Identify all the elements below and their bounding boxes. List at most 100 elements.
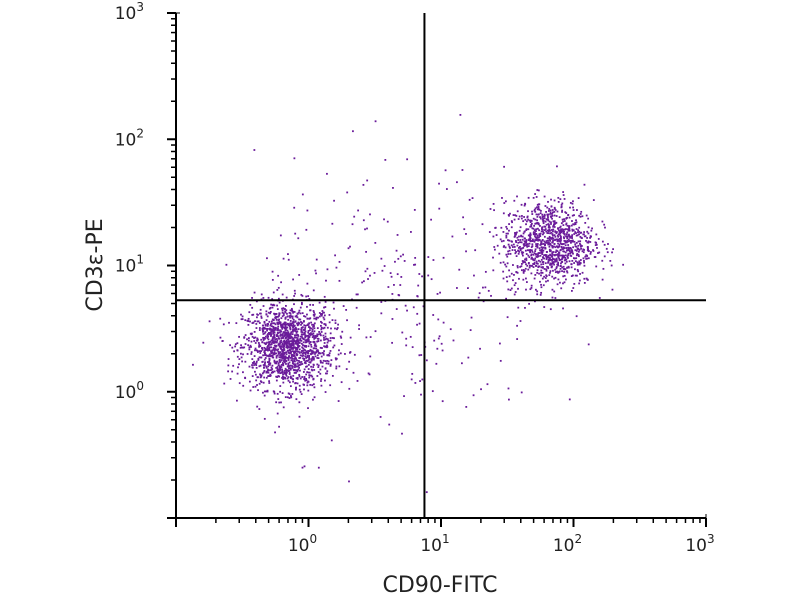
event-point (281, 356, 284, 358)
event-point (552, 239, 554, 242)
event-point (302, 341, 305, 344)
event-point (397, 257, 400, 260)
event-point (542, 263, 545, 266)
event-point (295, 377, 298, 380)
event-point (574, 231, 577, 233)
event-point (291, 346, 294, 349)
event-point (293, 311, 296, 313)
event-point (192, 363, 194, 366)
event-point (523, 237, 526, 240)
event-point (427, 274, 430, 277)
event-point (306, 313, 308, 316)
event-point (265, 371, 268, 374)
event-point (208, 320, 211, 323)
event-point (323, 338, 325, 341)
event-point (526, 249, 529, 252)
event-point (512, 243, 515, 246)
event-point (500, 226, 503, 229)
event-point (285, 369, 287, 371)
event-point (221, 340, 224, 342)
event-point (547, 279, 549, 282)
event-point (327, 339, 330, 342)
event-point (265, 313, 268, 316)
event-point (282, 307, 285, 310)
event-point (465, 233, 467, 235)
event-point (601, 240, 604, 243)
event-point (551, 257, 554, 260)
event-point (300, 330, 303, 333)
event-point (295, 336, 298, 339)
event-point (292, 374, 295, 377)
event-point (276, 360, 279, 363)
event-point (524, 306, 526, 309)
event-point (580, 236, 583, 239)
event-point (576, 234, 579, 237)
event-point (575, 241, 578, 244)
event-point (290, 307, 293, 310)
event-point (317, 466, 320, 469)
event-point (240, 313, 242, 316)
event-point (513, 199, 516, 202)
event-point (546, 237, 549, 240)
event-point (262, 333, 265, 335)
event-point (260, 381, 263, 384)
event-point (291, 333, 294, 335)
event-point (399, 284, 402, 286)
event-point (274, 431, 276, 434)
event-point (342, 305, 345, 307)
event-point (314, 355, 317, 358)
event-point (282, 331, 285, 334)
event-point (326, 338, 329, 341)
event-point (559, 226, 561, 229)
event-point (537, 207, 540, 210)
event-point (534, 218, 537, 221)
event-point (260, 350, 262, 353)
event-point (275, 341, 277, 344)
event-point (287, 349, 290, 352)
event-point (550, 263, 553, 265)
event-point (297, 350, 300, 353)
event-point (400, 276, 403, 278)
event-point (248, 348, 251, 351)
event-point (270, 371, 273, 374)
event-point (268, 362, 271, 365)
event-point (607, 243, 609, 245)
event-point (587, 247, 589, 250)
event-point (297, 237, 300, 240)
event-point (519, 249, 522, 252)
event-point (287, 359, 290, 361)
event-point (286, 371, 288, 374)
event-point (549, 236, 551, 239)
event-point (572, 246, 574, 249)
event-point (327, 360, 330, 363)
event-point (559, 237, 562, 240)
event-point (515, 240, 517, 242)
event-point (421, 275, 423, 278)
x-tick-base: 10 (553, 536, 575, 556)
event-point (298, 345, 301, 347)
event-point (293, 325, 295, 328)
event-point (345, 308, 348, 311)
event-point (284, 396, 287, 399)
event-point (242, 384, 245, 387)
event-point (554, 209, 557, 211)
event-point (284, 341, 287, 343)
event-point (271, 298, 274, 300)
event-point (241, 360, 244, 363)
event-point (283, 339, 286, 342)
event-point (304, 326, 307, 329)
event-point (286, 338, 289, 341)
event-point (269, 310, 272, 313)
event-point (309, 327, 312, 329)
event-point (538, 239, 541, 242)
event-point (506, 316, 509, 319)
event-point (513, 293, 516, 296)
event-point (566, 235, 568, 238)
event-point (262, 391, 264, 394)
event-point (537, 259, 540, 262)
event-point (391, 341, 394, 344)
event-point (435, 362, 438, 365)
event-point (547, 219, 550, 222)
event-point (244, 360, 247, 363)
event-point (311, 352, 314, 354)
